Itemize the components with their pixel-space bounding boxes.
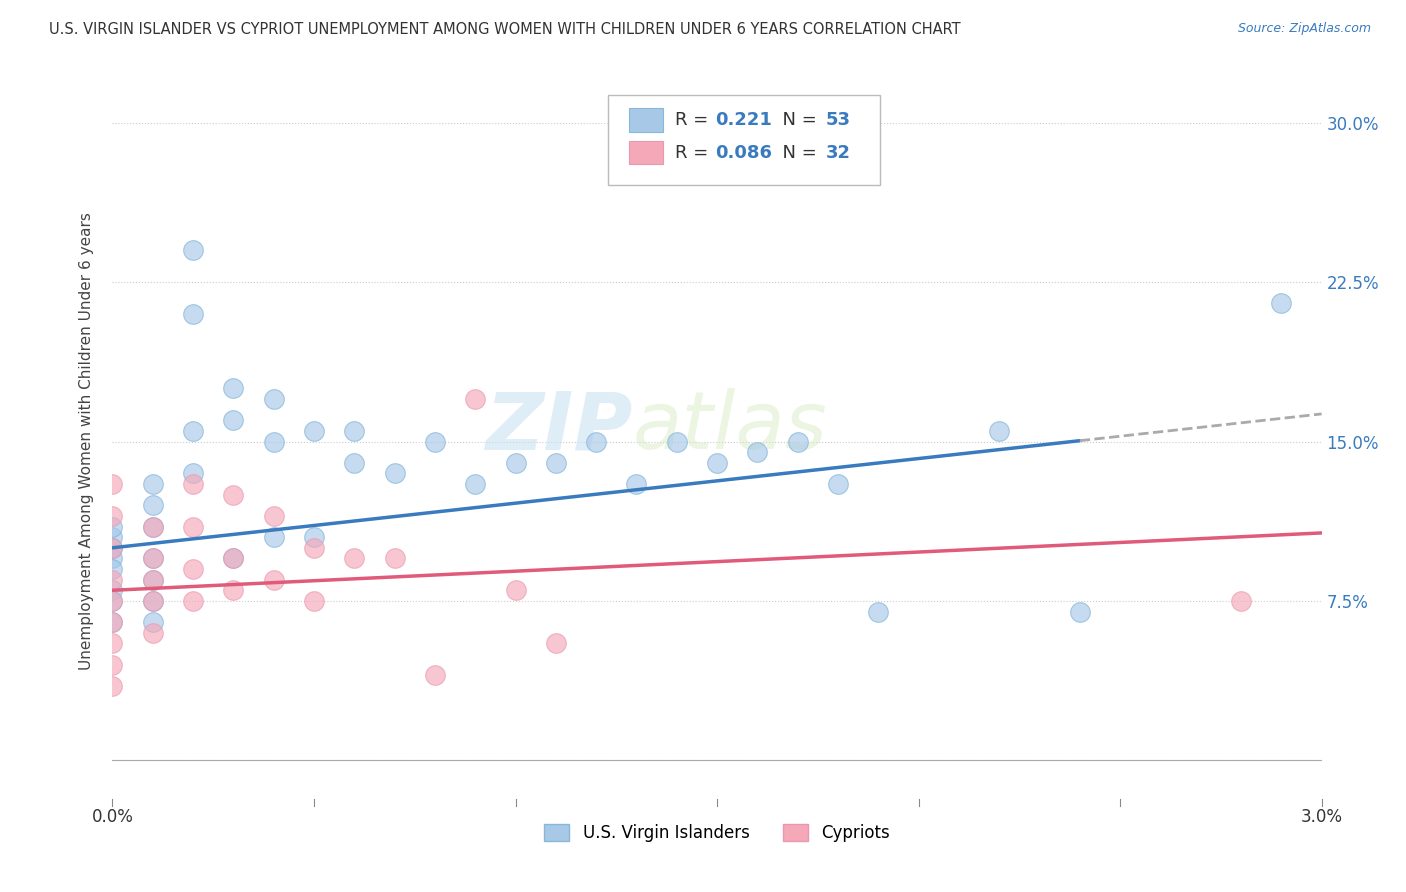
Point — [1069, 605, 1091, 619]
Point — [142, 477, 165, 491]
Point — [142, 615, 165, 630]
Point — [101, 679, 124, 693]
Point — [101, 530, 124, 544]
Point — [1230, 594, 1253, 608]
Text: Source: ZipAtlas.com: Source: ZipAtlas.com — [1237, 22, 1371, 36]
Text: N =: N = — [772, 111, 823, 129]
Point — [343, 551, 366, 566]
Point — [101, 541, 124, 555]
Point — [142, 551, 165, 566]
Point — [142, 551, 165, 566]
Point — [222, 381, 245, 395]
Point — [626, 477, 648, 491]
Point — [302, 594, 325, 608]
Point — [142, 573, 165, 587]
Point — [343, 424, 366, 438]
Point — [423, 434, 446, 449]
Point — [101, 615, 124, 630]
Point — [222, 551, 245, 566]
Text: 32: 32 — [825, 144, 851, 161]
Point — [505, 583, 527, 598]
Point — [988, 424, 1011, 438]
Point — [464, 477, 486, 491]
Point — [101, 594, 124, 608]
Point — [101, 477, 124, 491]
Point — [181, 562, 204, 576]
Text: R =: R = — [675, 111, 714, 129]
Point — [827, 477, 849, 491]
Text: atlas: atlas — [633, 388, 827, 467]
Point — [101, 541, 124, 555]
Text: R =: R = — [675, 144, 714, 161]
Text: 53: 53 — [825, 111, 851, 129]
Point — [142, 498, 165, 512]
Point — [263, 392, 285, 406]
Point — [706, 456, 728, 470]
Text: 0.221: 0.221 — [714, 111, 772, 129]
Point — [101, 519, 124, 533]
Text: U.S. VIRGIN ISLANDER VS CYPRIOT UNEMPLOYMENT AMONG WOMEN WITH CHILDREN UNDER 6 Y: U.S. VIRGIN ISLANDER VS CYPRIOT UNEMPLOY… — [49, 22, 960, 37]
Point — [142, 594, 165, 608]
Point — [181, 594, 204, 608]
Point — [101, 551, 124, 566]
Text: ZIP: ZIP — [485, 388, 633, 467]
Point — [384, 467, 406, 481]
Point — [181, 519, 204, 533]
Point — [263, 508, 285, 523]
Point — [263, 530, 285, 544]
Point — [786, 434, 808, 449]
Point — [868, 605, 890, 619]
Text: 0.086: 0.086 — [714, 144, 772, 161]
Point — [1270, 296, 1292, 310]
Point — [544, 456, 567, 470]
Point — [181, 477, 204, 491]
Point — [302, 424, 325, 438]
Point — [142, 519, 165, 533]
Text: N =: N = — [772, 144, 823, 161]
Point — [101, 583, 124, 598]
FancyBboxPatch shape — [628, 141, 662, 164]
Point — [101, 657, 124, 672]
Point — [142, 573, 165, 587]
Point — [544, 636, 567, 650]
Point — [263, 434, 285, 449]
Point — [263, 573, 285, 587]
Point — [222, 413, 245, 427]
Point — [101, 562, 124, 576]
Point — [747, 445, 769, 459]
Point — [222, 488, 245, 502]
Point — [101, 615, 124, 630]
Point — [181, 424, 204, 438]
Point — [101, 636, 124, 650]
Point — [101, 573, 124, 587]
Point — [181, 244, 204, 258]
Point — [142, 594, 165, 608]
Point — [222, 551, 245, 566]
FancyBboxPatch shape — [628, 109, 662, 132]
Point — [505, 456, 527, 470]
Point — [302, 530, 325, 544]
Point — [665, 434, 688, 449]
Legend: U.S. Virgin Islanders, Cypriots: U.S. Virgin Islanders, Cypriots — [537, 817, 897, 848]
Point — [343, 456, 366, 470]
Point — [142, 519, 165, 533]
Point — [101, 508, 124, 523]
Point — [181, 467, 204, 481]
Point — [142, 625, 165, 640]
Point — [464, 392, 486, 406]
Y-axis label: Unemployment Among Women with Children Under 6 years: Unemployment Among Women with Children U… — [79, 212, 94, 671]
Point — [222, 583, 245, 598]
Point — [181, 307, 204, 321]
Point — [585, 434, 607, 449]
Point — [101, 594, 124, 608]
Point — [384, 551, 406, 566]
Point — [302, 541, 325, 555]
FancyBboxPatch shape — [609, 95, 880, 185]
Point — [423, 668, 446, 682]
